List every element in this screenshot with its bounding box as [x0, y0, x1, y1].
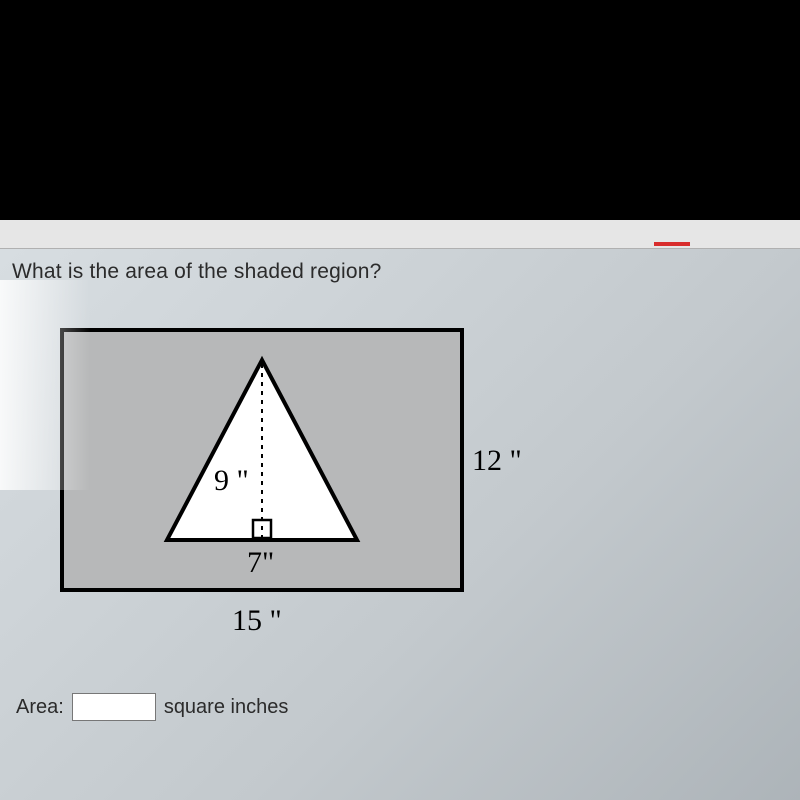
geometry-figure: 9 " 7" 12 " 15 "	[52, 320, 572, 660]
answer-row: Area: square inches	[16, 693, 788, 721]
label-triangle-base: 7"	[247, 546, 274, 579]
content-area: What is the area of the shaded region? 9…	[12, 260, 788, 721]
answer-suffix: square inches	[164, 696, 289, 719]
figure-wrapper: 9 " 7" 12 " 15 "	[52, 320, 572, 665]
label-rect-height: 12 "	[472, 444, 522, 477]
app-toolbar	[0, 220, 800, 249]
toolbar-accent	[654, 242, 690, 246]
worksheet-screen: What is the area of the shaded region? 9…	[0, 220, 800, 800]
label-triangle-height: 9 "	[214, 464, 249, 497]
question-text: What is the area of the shaded region?	[12, 260, 788, 284]
label-rect-width: 15 "	[232, 604, 282, 637]
answer-prefix: Area:	[16, 696, 64, 719]
answer-input[interactable]	[72, 693, 156, 721]
